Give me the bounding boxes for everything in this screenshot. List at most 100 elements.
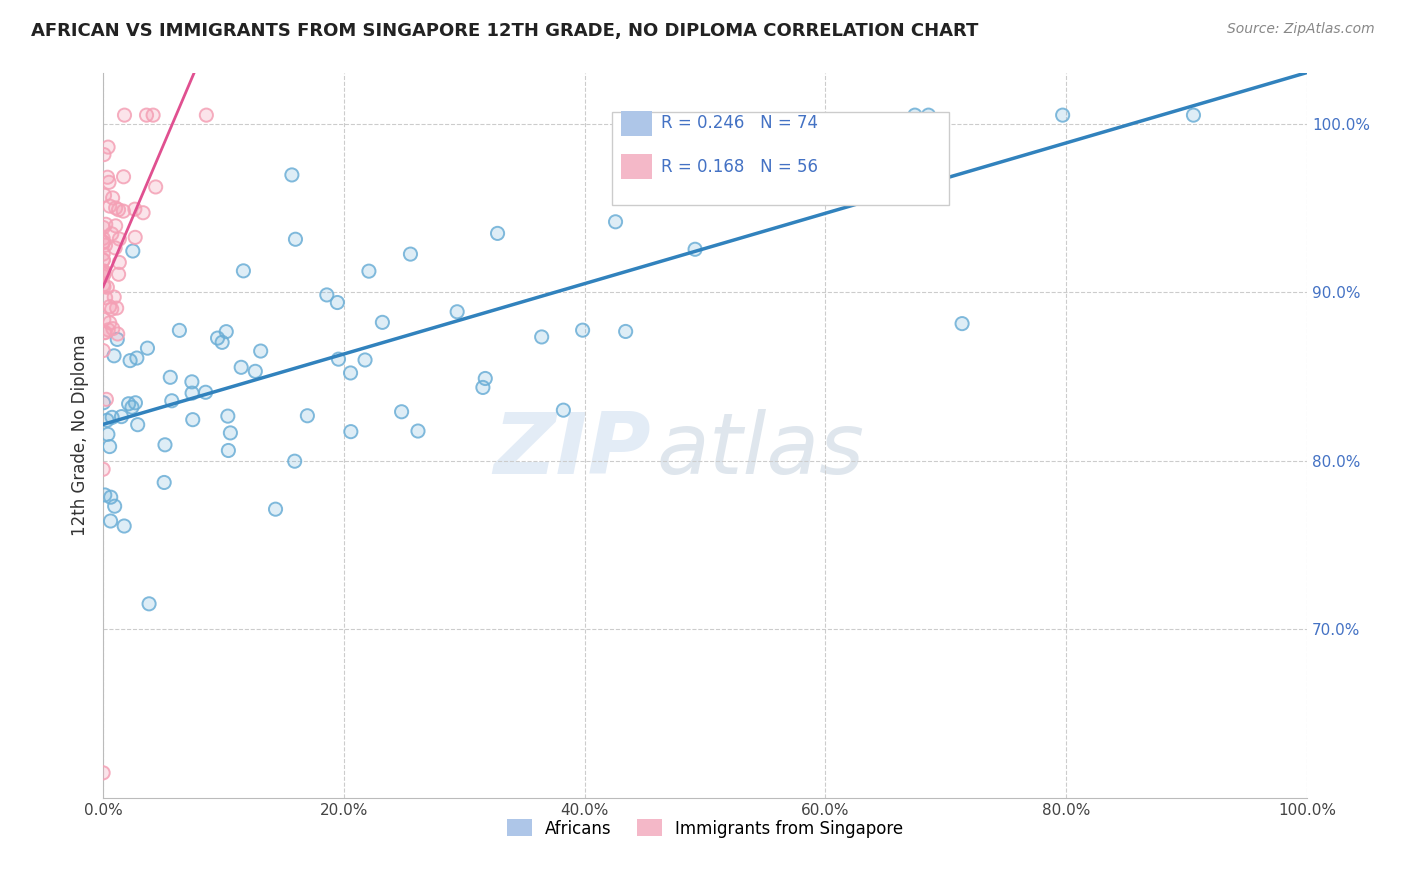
Point — [91, 220, 114, 235]
Point — [138, 597, 160, 611]
Point — [132, 206, 155, 220]
Point — [104, 219, 127, 233]
Point — [93, 279, 115, 293]
Point — [486, 227, 509, 241]
Point — [98, 440, 121, 454]
Point — [105, 332, 128, 346]
Point — [219, 425, 242, 440]
Point — [614, 325, 637, 339]
Point — [264, 502, 287, 516]
Point — [98, 175, 121, 189]
Point — [159, 370, 181, 384]
Point — [117, 397, 139, 411]
Point — [153, 475, 176, 490]
Point — [357, 264, 380, 278]
Point — [340, 425, 363, 439]
Point — [107, 326, 129, 341]
Point — [93, 188, 115, 202]
Text: AFRICAN VS IMMIGRANTS FROM SINGAPORE 12TH GRADE, NO DIPLOMA CORRELATION CHART: AFRICAN VS IMMIGRANTS FROM SINGAPORE 12T… — [31, 22, 979, 40]
Point — [96, 392, 118, 407]
Point — [683, 242, 706, 256]
Point — [169, 323, 191, 337]
Point — [145, 180, 167, 194]
Point — [135, 108, 157, 122]
Point — [231, 360, 253, 375]
Point — [391, 405, 413, 419]
Legend: Africans, Immigrants from Singapore: Africans, Immigrants from Singapore — [501, 813, 910, 844]
Point — [120, 353, 142, 368]
Point — [950, 317, 973, 331]
Point — [112, 169, 135, 184]
Text: R = 0.246   N = 74: R = 0.246 N = 74 — [661, 114, 818, 132]
Point — [91, 231, 114, 245]
Point — [249, 344, 271, 359]
Point — [125, 351, 148, 365]
Point — [93, 264, 115, 278]
Point — [93, 252, 115, 267]
Point — [94, 326, 117, 340]
Point — [94, 326, 117, 340]
Point — [101, 321, 124, 335]
Point — [217, 443, 239, 458]
Point — [142, 108, 165, 122]
Point — [181, 386, 204, 401]
Point — [93, 267, 115, 281]
Point — [91, 247, 114, 261]
Point — [159, 370, 181, 384]
Point — [120, 353, 142, 368]
Point — [1052, 108, 1074, 122]
Point — [93, 396, 115, 410]
Point — [195, 108, 218, 122]
Point — [108, 255, 131, 269]
Point — [138, 597, 160, 611]
Point — [107, 326, 129, 341]
Point — [93, 326, 115, 340]
Point — [101, 191, 124, 205]
Point — [245, 364, 267, 378]
Point — [93, 252, 115, 267]
Point — [100, 490, 122, 504]
Point — [93, 267, 115, 281]
Point — [153, 438, 176, 452]
Point — [264, 502, 287, 516]
Point — [219, 425, 242, 440]
Point — [160, 393, 183, 408]
Point — [328, 352, 350, 367]
Point — [103, 349, 125, 363]
Point — [94, 488, 117, 502]
Point — [624, 190, 647, 204]
Point — [153, 438, 176, 452]
Point — [91, 765, 114, 780]
Point — [153, 475, 176, 490]
Point — [107, 202, 129, 217]
Point — [127, 417, 149, 432]
Point — [217, 443, 239, 458]
Point — [91, 253, 114, 268]
Point — [124, 202, 146, 217]
Point — [100, 514, 122, 528]
Point — [354, 353, 377, 368]
Point — [571, 323, 593, 337]
Point — [100, 490, 122, 504]
Point — [91, 343, 114, 358]
Point — [93, 279, 115, 293]
Point — [132, 206, 155, 220]
Point — [169, 323, 191, 337]
Point — [97, 140, 120, 154]
Point — [1182, 108, 1205, 122]
Point — [96, 413, 118, 427]
Point — [104, 201, 127, 215]
Point — [112, 519, 135, 533]
Point — [97, 427, 120, 442]
Point — [917, 108, 939, 122]
Point — [245, 364, 267, 378]
Point — [904, 108, 927, 122]
Point — [93, 267, 115, 281]
Point — [339, 366, 361, 380]
Point — [211, 335, 233, 350]
Point — [98, 175, 121, 189]
Point — [605, 215, 627, 229]
Point — [101, 410, 124, 425]
Point — [94, 217, 117, 231]
Point — [571, 323, 593, 337]
